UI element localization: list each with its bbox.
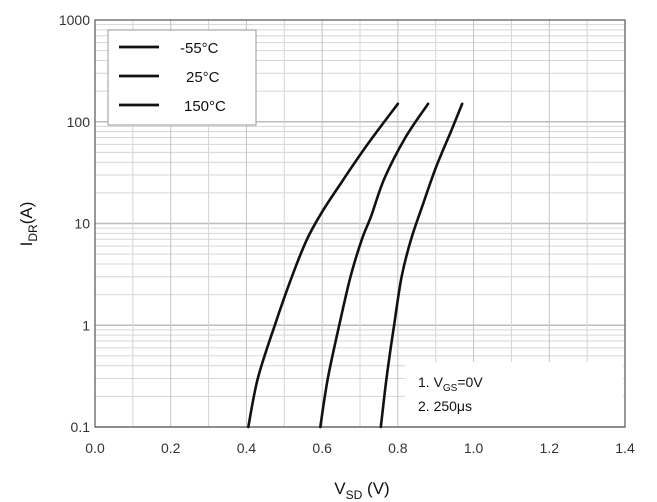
y-axis-title-sub: DR: [26, 224, 40, 242]
y-axis-title-tail: (A): [17, 202, 36, 225]
series-line-1: [319, 102, 430, 429]
x-tick-label: 0.0: [85, 440, 105, 456]
note-line-2: 2. 250μs: [418, 398, 472, 414]
x-tick-label: 0.2: [161, 440, 181, 456]
x-tick-labels: 0.0 0.2 0.4 0.6 0.8 1.0 1.2 1.4: [85, 440, 635, 456]
note-line-1: 1. VGS=0V: [418, 374, 483, 394]
y-axis-title: IDR(A): [17, 202, 40, 247]
series-line-2: [247, 102, 400, 429]
x-tick-label: 0.6: [312, 440, 332, 456]
y-tick-label: 1000: [59, 12, 90, 28]
plot-frame: [94, 19, 626, 428]
y-axis-title-main: I: [17, 242, 36, 247]
x-tick-label: 1.2: [540, 440, 560, 456]
y-tick-label: 100: [67, 114, 91, 130]
x-axis-title-tail: (V): [362, 479, 389, 498]
y-tick-label: 1: [82, 317, 90, 333]
legend-label-series-0: -55°C: [180, 40, 219, 57]
x-tick-label: 1.4: [615, 440, 635, 456]
x-tick-label: 0.4: [237, 440, 257, 456]
series-line-0: [379, 102, 464, 429]
grid: [95, 20, 625, 428]
y-tick-label: 10: [74, 216, 90, 232]
note-1-sub: GS: [443, 383, 458, 394]
x-tick-label: 1.0: [464, 440, 484, 456]
legend-label-series-1: 25°C: [186, 69, 220, 86]
x-tick-label: 0.8: [388, 440, 408, 456]
y-tick-labels: 0.1 1 10 100 1000: [59, 12, 90, 435]
legend: -55°C 25°C 150°C: [107, 29, 257, 126]
y-tick-label: 0.1: [71, 419, 91, 435]
legend-label-series-2: 150°C: [184, 98, 226, 115]
x-axis-title: VSD (V): [334, 479, 389, 502]
series-lines: [247, 102, 464, 429]
test-conditions-note: 1. VGS=0V 2. 250μs: [405, 362, 623, 426]
note-1-suffix: =0V: [457, 374, 483, 390]
note-box: [405, 362, 623, 426]
x-axis-title-sub: SD: [346, 488, 363, 502]
note-1-prefix: 1. V: [418, 374, 444, 390]
x-axis-title-main: V: [334, 479, 346, 498]
